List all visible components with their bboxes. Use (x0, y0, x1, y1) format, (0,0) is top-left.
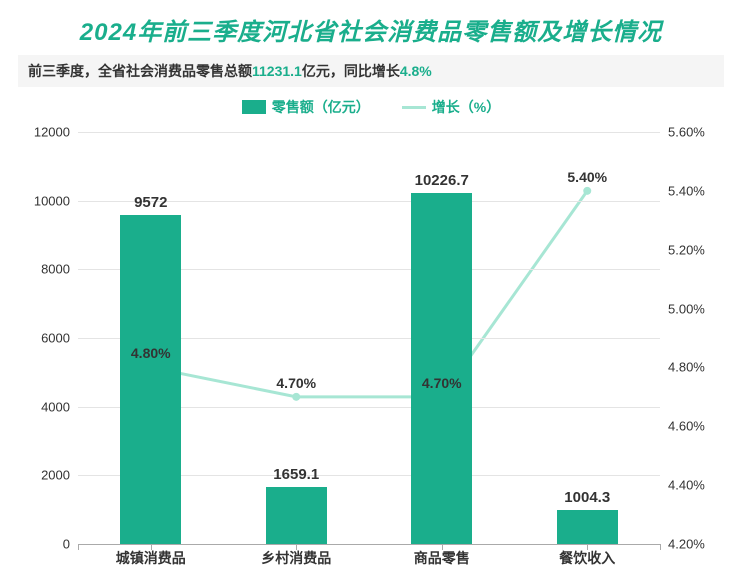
line-value-label: 4.70% (276, 375, 316, 391)
y-right-tick: 5.60% (668, 125, 724, 140)
y-right-tick: 5.20% (668, 242, 724, 257)
chart-title: 2024年前三季度河北省社会消费品零售额及增长情况 (0, 0, 742, 55)
bar (120, 215, 181, 544)
y-left-tick: 10000 (18, 193, 70, 208)
x-tick (78, 544, 79, 550)
x-category-label: 餐饮收入 (517, 548, 657, 568)
line-value-label: 5.40% (567, 169, 607, 185)
line-value-label: 4.80% (131, 345, 171, 361)
bar (557, 510, 618, 544)
x-category-label: 商品零售 (372, 548, 512, 568)
y-right-tick: 5.00% (668, 301, 724, 316)
legend-bar-label: 零售额（亿元） (272, 97, 370, 117)
x-tick (587, 544, 588, 550)
bar-value-label: 10226.7 (382, 172, 502, 189)
legend-bar-item: 零售额（亿元） (242, 97, 370, 117)
bar (266, 487, 327, 544)
x-category-label: 城镇消费品 (81, 548, 221, 568)
y-left-tick: 2000 (18, 468, 70, 483)
chart-subtitle: 前三季度，全省社会消费品零售总额11231.1亿元，同比增长4.8% (18, 55, 724, 87)
x-tick (442, 544, 443, 550)
legend-line-item: 增长（%） (402, 97, 500, 117)
bar-value-label: 1659.1 (236, 466, 356, 483)
bar (411, 193, 472, 544)
x-tick (151, 544, 152, 550)
y-right-tick: 4.80% (668, 360, 724, 375)
y-left-tick: 6000 (18, 331, 70, 346)
plot-area: 0200040006000800010000120004.20%4.40%4.6… (78, 132, 660, 545)
y-right-tick: 4.20% (668, 537, 724, 552)
x-category-label: 乡村消费品 (226, 548, 366, 568)
chart-area: 0200040006000800010000120004.20%4.40%4.6… (18, 132, 724, 575)
y-right-tick: 4.60% (668, 419, 724, 434)
gridline (78, 132, 660, 133)
bar-value-label: 1004.3 (527, 489, 647, 506)
line-value-label: 4.70% (422, 375, 462, 391)
legend-bar-icon (242, 100, 266, 114)
x-tick (296, 544, 297, 550)
y-right-tick: 5.40% (668, 183, 724, 198)
bar-value-label: 9572 (91, 194, 211, 211)
subtitle-mid: 亿元，同比增长 (302, 63, 400, 79)
subtitle-prefix: 前三季度，全省社会消费品零售总额 (28, 63, 252, 79)
y-left-tick: 0 (18, 537, 70, 552)
subtitle-growth: 4.8% (400, 63, 432, 79)
x-tick (660, 544, 661, 550)
y-right-tick: 4.40% (668, 478, 724, 493)
legend-line-icon (402, 106, 426, 109)
y-left-tick: 4000 (18, 399, 70, 414)
subtitle-amount: 11231.1 (252, 63, 302, 79)
chart-legend: 零售额（亿元） 增长（%） (0, 87, 742, 123)
y-left-tick: 8000 (18, 262, 70, 277)
legend-line-label: 增长（%） (432, 97, 500, 117)
y-left-tick: 12000 (18, 125, 70, 140)
